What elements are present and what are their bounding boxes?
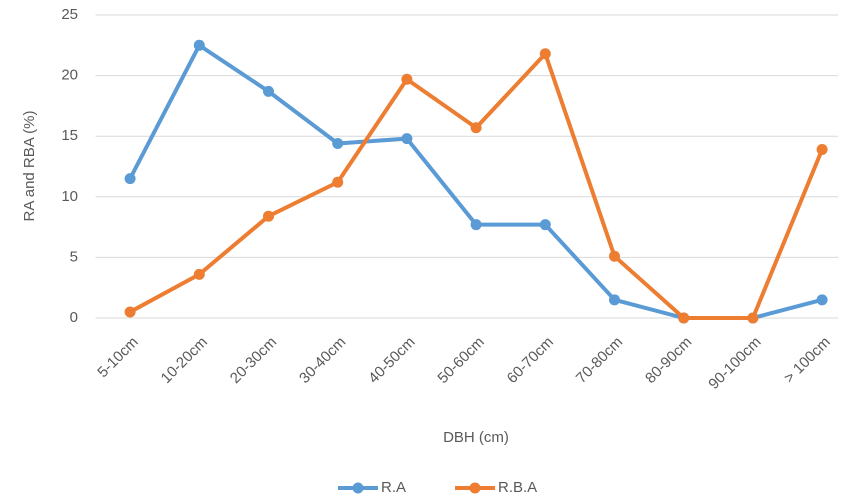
x-tick-label: 70-80cm bbox=[573, 334, 626, 387]
legend-label: R.B.A bbox=[498, 479, 537, 496]
y-tick-label: 25 bbox=[61, 6, 78, 23]
x-tick-label: 40-50cm bbox=[365, 334, 418, 387]
x-tick-label: 20-30cm bbox=[227, 334, 280, 387]
y-tick-label: 15 bbox=[61, 127, 78, 144]
x-axis-label: DBH (cm) bbox=[443, 429, 509, 446]
data-point bbox=[193, 268, 205, 280]
legend-marker bbox=[469, 482, 481, 494]
data-point bbox=[470, 122, 482, 134]
data-point bbox=[816, 294, 828, 306]
legend-marker bbox=[352, 482, 364, 494]
data-point bbox=[747, 312, 759, 324]
x-tick-label: 60-70cm bbox=[504, 334, 557, 387]
y-tick-label: 10 bbox=[61, 188, 78, 205]
data-point bbox=[401, 73, 413, 85]
data-point bbox=[263, 85, 274, 97]
x-tick-label: 30-40cm bbox=[296, 334, 349, 387]
data-point bbox=[193, 39, 205, 51]
y-axis-label: RA and RBA (%) bbox=[21, 111, 38, 222]
x-tick-label: 10-20cm bbox=[158, 334, 211, 387]
data-point bbox=[678, 312, 690, 324]
data-point bbox=[816, 144, 828, 156]
x-tick-label: 80-90cm bbox=[642, 334, 695, 387]
data-point bbox=[332, 137, 344, 149]
data-point bbox=[470, 219, 482, 231]
y-tick-label: 20 bbox=[61, 67, 78, 84]
x-tick-label: 90-100cm bbox=[705, 334, 764, 393]
series-line bbox=[129, 51, 824, 320]
legend-label: R.A bbox=[381, 479, 406, 496]
data-point bbox=[124, 173, 136, 185]
data-point bbox=[332, 176, 344, 188]
x-tick-label: > 100cm bbox=[781, 334, 834, 387]
x-tick-label: 5-10cm bbox=[94, 334, 141, 381]
data-point bbox=[401, 133, 413, 145]
data-point bbox=[539, 48, 551, 60]
data-point bbox=[539, 219, 551, 231]
y-tick-label: 0 bbox=[70, 309, 78, 326]
data-point bbox=[609, 294, 620, 306]
data-point bbox=[263, 210, 274, 222]
data-point bbox=[124, 306, 136, 318]
y-tick-label: 5 bbox=[70, 248, 78, 265]
series-line bbox=[128, 43, 823, 320]
x-tick-label: 50-60cm bbox=[434, 334, 487, 387]
data-point bbox=[609, 250, 620, 262]
